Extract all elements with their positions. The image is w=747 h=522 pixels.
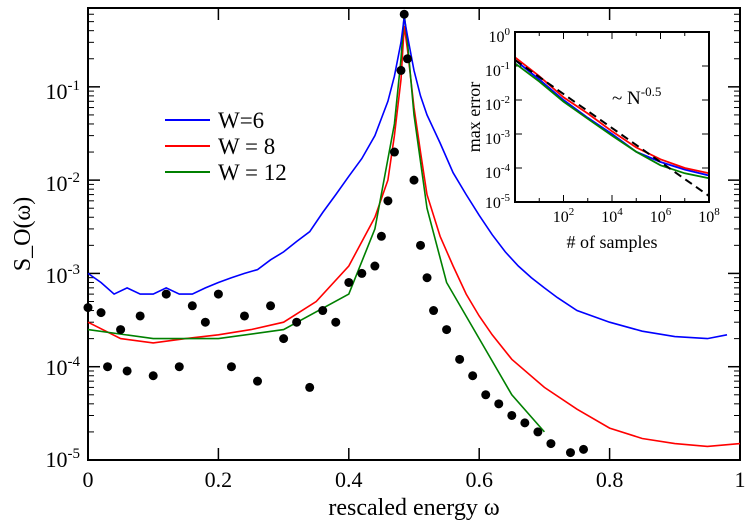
data-point-marker [148,371,158,381]
main-x-tick-labels: 0 0.2 0.4 0.6 0.8 1 [83,467,746,492]
y-tick-label: 10-3 [46,262,81,288]
data-point-marker [402,54,412,64]
data-point-marker [396,65,406,75]
x-tick-label: 0.6 [465,467,493,492]
data-point-marker [399,9,409,19]
data-point-marker [409,175,419,185]
inset-x-tick-label: 108 [698,206,720,226]
main-plot-frame [87,7,741,461]
inset-y-tick-label: 10-1 [485,60,510,80]
inset-y-tick-label: 100 [489,26,511,46]
inset-y-tick-label: 10-5 [485,192,511,212]
inset-series-line-w-6 [514,59,710,177]
y-axis-label: S_O(ω) [10,197,36,271]
data-point-marker [279,334,289,344]
data-point-marker [96,308,106,318]
data-point-marker [305,382,315,392]
data-point-marker [468,371,478,381]
data-point-marker [200,317,210,327]
x-axis-label: rescaled energy ω [328,495,499,521]
data-point-marker [370,261,380,271]
data-point-marker [292,317,302,327]
legend-label-w12: W = 12 [218,160,287,185]
y-tick-label: 10-1 [46,78,81,104]
inset-x-tick-label: 104 [601,206,623,226]
data-point-marker [135,311,145,321]
data-point-marker [116,325,126,335]
inset-y-tick-label: 10-3 [485,128,511,148]
data-point-marker [376,231,386,241]
series-line-w-12 [87,14,546,433]
data-point-marker [533,427,543,437]
inset-annotation: ~ N-0.5 [612,84,661,109]
inset-series [514,56,710,197]
legend-label-w6: W=6 [218,108,264,133]
data-point-marker [520,418,530,428]
data-point-marker [318,306,328,316]
data-point-marker [383,196,393,206]
data-point-marker [579,444,589,454]
y-tick-label: 10-5 [46,446,81,472]
inset-y-axis-label: max error [464,82,484,152]
y-tick-label: 10-4 [46,354,81,380]
x-tick-label: 1 [735,467,746,492]
x-tick-label: 0.4 [335,467,363,492]
data-point-marker [226,362,236,372]
data-point-marker [161,289,171,299]
data-point-marker [213,289,223,299]
data-point-marker [416,240,426,250]
data-point-marker [239,311,249,321]
data-point-marker [565,448,575,458]
data-point-marker [357,268,367,278]
inset-x-tick-label: 102 [553,206,575,226]
data-point-marker [344,277,354,287]
x-tick-label: 0.8 [596,467,624,492]
inset-y-tick-labels: 100 10-1 10-2 10-3 10-4 10-5 [485,26,511,212]
data-point-marker [389,147,399,157]
inset-series-line-fit [514,59,710,197]
main-series [83,9,741,458]
inset-series-line-w-12 [514,62,710,180]
main-y-tick-labels: 10-5 10-4 10-3 10-2 10-1 [46,78,81,472]
inset-x-axis-label: # of samples [567,232,658,252]
inset-x-tick-label: 106 [650,206,672,226]
inset-y-tick-label: 10-2 [485,94,510,114]
data-point-marker [83,303,93,313]
x-tick-label: 0.2 [205,467,233,492]
legend: W=6 W = 8 W = 12 [165,108,287,185]
series-line-w-6 [87,17,728,340]
data-point-marker [507,410,517,420]
data-point-marker [103,362,113,372]
x-tick-label: 0 [83,467,94,492]
data-point-marker [253,376,263,386]
data-point-marker [429,306,439,316]
data-point-marker [455,354,465,364]
data-point-marker [481,390,491,400]
data-point-marker [122,366,132,376]
inset-x-tick-labels: 102 104 106 108 [553,206,721,226]
data-point-marker [266,301,276,311]
legend-label-w8: W = 8 [218,134,275,159]
y-tick-label: 10-2 [46,170,81,196]
data-point-marker [331,317,341,327]
data-point-marker [442,325,452,335]
data-point-marker [494,399,504,409]
data-point-marker [546,439,556,449]
data-point-marker [174,362,184,372]
inset-plot-frame [514,31,710,203]
data-point-marker [187,301,197,311]
inset-y-tick-label: 10-4 [485,162,511,182]
data-point-marker [422,273,432,283]
